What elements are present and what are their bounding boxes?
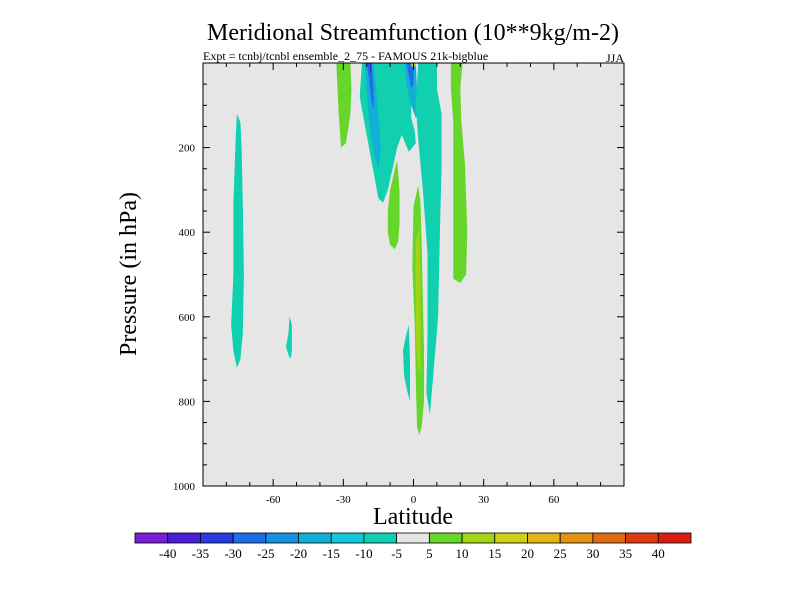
colorbar-label: -10 — [355, 546, 372, 561]
colorbar-swatch — [494, 532, 528, 544]
colorbar-swatch — [559, 532, 594, 544]
colorbar-swatch — [167, 532, 201, 544]
colorbar-label: 30 — [586, 546, 599, 561]
x-tick-label: -60 — [266, 494, 281, 506]
x-tick-label: 30 — [478, 494, 490, 506]
plot-area: -60 -30 0 30 60 200 400 600 800 1000 — [173, 62, 625, 506]
contour-regions — [231, 63, 468, 436]
region-hadley-cell-core-4 — [404, 63, 419, 118]
colorbar-label: -5 — [391, 546, 402, 561]
y-tick-label: 1000 — [173, 481, 196, 493]
region-tropical-positive-core — [415, 228, 421, 372]
colorbar-swatch — [428, 532, 463, 544]
colorbar-label: -30 — [224, 546, 241, 561]
region-hadley-cell-core-2 — [366, 63, 374, 110]
region-tropical-negative-low — [403, 325, 410, 402]
colorbar-label: 10 — [456, 546, 469, 561]
region-sh-positive-high — [450, 63, 468, 283]
x-tick-label: 0 — [411, 494, 417, 506]
colorbar-label: -25 — [257, 546, 274, 561]
colorbar-swatch — [527, 532, 561, 544]
colorbar-swatch — [265, 532, 299, 544]
y-tick-label: 600 — [179, 312, 196, 324]
colorbar-label: -15 — [323, 546, 340, 561]
region-nh-mid-lat-negative — [286, 316, 292, 360]
colorbar-label: 25 — [554, 546, 567, 561]
x-tick-label: -30 — [336, 494, 351, 506]
colorbar: -40 -35 -30 -25 -20 -15 -10 -5 5 10 15 20 25 30 35 40 — [134, 532, 692, 561]
colorbar-label: -20 — [290, 546, 307, 561]
region-hadley-cell-core-1 — [364, 63, 381, 169]
colorbar-label: 40 — [652, 546, 665, 561]
region-polar-cell-positive — [336, 63, 352, 148]
colorbar-label: 35 — [619, 546, 632, 561]
y-tick-label: 200 — [179, 143, 196, 155]
colorbar-swatch — [592, 532, 626, 544]
colorbar-swatch — [298, 532, 332, 544]
colorbar-swatch — [134, 532, 169, 544]
region-hadley-cell-core-3 — [369, 63, 372, 76]
x-axis-label: Latitude — [373, 504, 453, 530]
season-label: JJA — [606, 51, 624, 65]
colorbar-label: -40 — [159, 546, 176, 561]
colorbar-swatch — [330, 532, 365, 544]
y-axis-label: Pressure (in hPa) — [116, 192, 142, 356]
chart-title: Meridional Streamfunction (10**9kg/m-2) — [207, 20, 619, 46]
colorbar-label: 15 — [488, 546, 501, 561]
colorbar-label: 20 — [521, 546, 534, 561]
region-tropical-positive-1 — [387, 160, 400, 250]
y-tick-label: 800 — [179, 396, 196, 408]
colorbar-swatch — [200, 532, 234, 544]
x-tick-label: 60 — [548, 494, 560, 506]
colorbar-swatch — [657, 532, 692, 544]
colorbar-swatch — [363, 532, 398, 544]
colorbar-label: -35 — [192, 546, 209, 561]
colorbar-swatch — [396, 532, 430, 544]
region-nh-high-lat-negative — [231, 113, 244, 368]
region-hadley-cell-core-5 — [406, 63, 414, 89]
y-tick-label: 400 — [179, 227, 196, 239]
colorbar-swatch — [625, 532, 659, 544]
colorbar-swatch — [232, 532, 267, 544]
chart-subtitle: Expt = tcnbj/tcnbl ensemble_2_75 - FAMOU… — [203, 49, 488, 63]
region-sh-negative-1 — [415, 63, 442, 415]
colorbar-label: 5 — [426, 546, 433, 561]
x-axis: -60 -30 0 30 60 — [225, 63, 602, 506]
colorbar-swatch — [461, 532, 496, 544]
y-axis: 200 400 600 800 1000 — [173, 83, 624, 493]
